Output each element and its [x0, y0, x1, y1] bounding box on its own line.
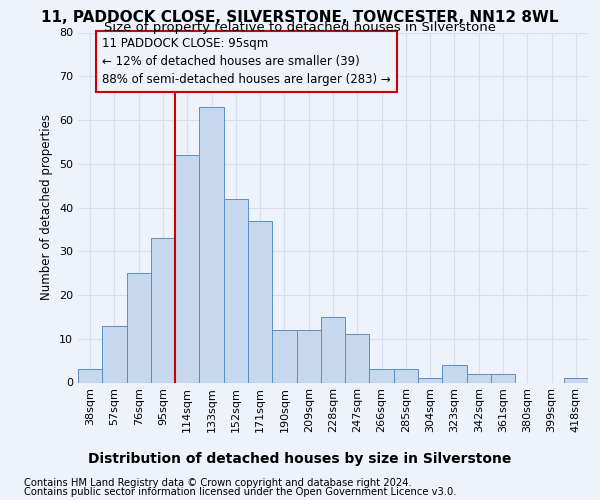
Bar [248, 220, 272, 382]
Bar [418, 378, 442, 382]
Bar [442, 365, 467, 382]
Bar [78, 370, 102, 382]
Text: 11 PADDOCK CLOSE: 95sqm
← 12% of detached houses are smaller (39)
88% of semi-de: 11 PADDOCK CLOSE: 95sqm ← 12% of detache… [102, 37, 391, 86]
Bar [102, 326, 127, 382]
Bar [321, 317, 345, 382]
Text: Distribution of detached houses by size in Silverstone: Distribution of detached houses by size … [88, 452, 512, 466]
Y-axis label: Number of detached properties: Number of detached properties [40, 114, 53, 300]
Bar [272, 330, 296, 382]
Bar [564, 378, 588, 382]
Bar [127, 273, 151, 382]
Text: Contains HM Land Registry data © Crown copyright and database right 2024.: Contains HM Land Registry data © Crown c… [24, 478, 412, 488]
Bar [151, 238, 175, 382]
Text: Size of property relative to detached houses in Silverstone: Size of property relative to detached ho… [104, 21, 496, 34]
Bar [491, 374, 515, 382]
Bar [175, 155, 199, 382]
Bar [224, 198, 248, 382]
Bar [394, 370, 418, 382]
Bar [199, 107, 224, 382]
Bar [345, 334, 370, 382]
Bar [467, 374, 491, 382]
Text: Contains public sector information licensed under the Open Government Licence v3: Contains public sector information licen… [24, 487, 457, 497]
Bar [296, 330, 321, 382]
Bar [370, 370, 394, 382]
Text: 11, PADDOCK CLOSE, SILVERSTONE, TOWCESTER, NN12 8WL: 11, PADDOCK CLOSE, SILVERSTONE, TOWCESTE… [41, 10, 559, 25]
